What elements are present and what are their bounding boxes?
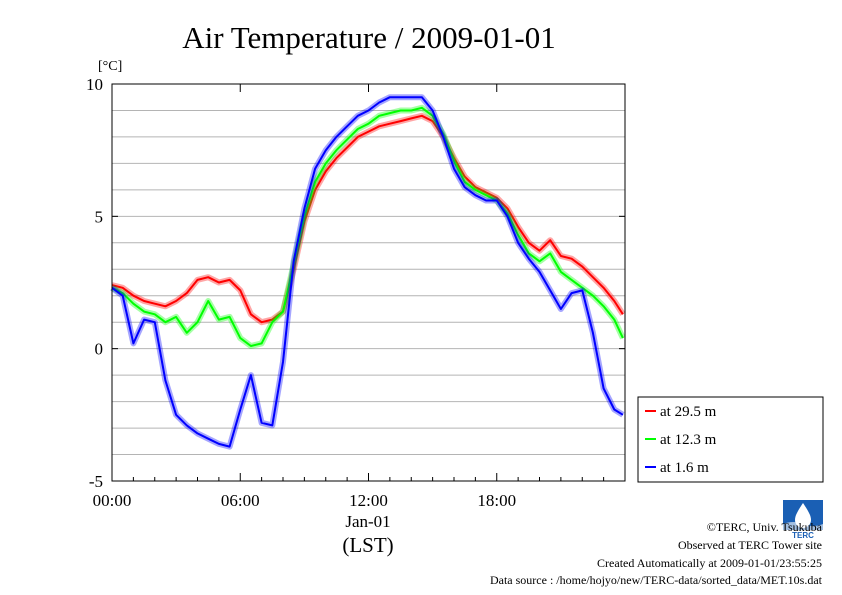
y-tick-label: -5 — [89, 472, 103, 491]
created-text: Created Automatically at 2009-01-01/23:5… — [597, 556, 822, 570]
copyright-text: ©TERC, Univ. Tsukuba — [706, 520, 822, 534]
y-tick-label: 10 — [86, 75, 103, 94]
x-tick-label: 00:00 — [93, 491, 132, 510]
y-tick-label: 0 — [95, 340, 104, 359]
legend-label: at 29.5 m — [660, 404, 717, 420]
legend-box — [637, 396, 824, 483]
series-line — [111, 114, 624, 324]
legend: at 29.5 m at 12.3 m at 1.6 m — [637, 396, 824, 483]
legend-label: at 12.3 m — [660, 432, 717, 448]
data-source-text: Data source : /home/hojyo/new/TERC-data/… — [489, 573, 822, 587]
axis-ticks: 10 5 0 -500:00 06:00 12:00 18:00 — [86, 75, 625, 510]
x-axis-date-label: Jan-01 — [345, 512, 390, 531]
x-tick-label: 18:00 — [477, 491, 516, 510]
y-tick-label: 5 — [95, 207, 104, 226]
series-halo — [110, 94, 625, 450]
series-halo — [110, 104, 626, 349]
series-line — [111, 106, 624, 347]
x-tick-label: 12:00 — [349, 491, 388, 510]
series-line — [111, 96, 624, 448]
x-tick-label: 06:00 — [221, 491, 260, 510]
y-unit-label: [°C] — [98, 59, 122, 74]
series-layer — [110, 94, 626, 450]
svg-text:TERC: TERC — [792, 531, 814, 540]
legend-label: at 1.6 m — [660, 460, 709, 476]
chart-title: Air Temperature / 2009-01-01 — [182, 20, 555, 55]
terc-logo: TERC — [783, 500, 823, 540]
site-text: Observed at TERC Tower site — [677, 538, 822, 552]
gridlines — [112, 83, 625, 456]
x-axis-label: (LST) — [342, 533, 393, 557]
